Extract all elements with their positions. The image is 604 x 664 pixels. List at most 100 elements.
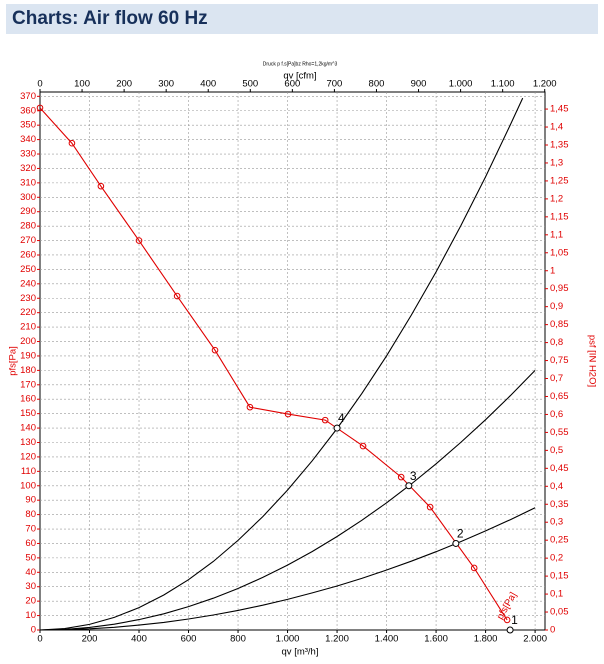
y-tick-label: 0 <box>31 625 36 636</box>
operating-point <box>452 539 460 547</box>
x-tick-label: 1.400 <box>375 634 399 645</box>
y-tick-label: 180 <box>20 365 36 376</box>
y-tick-label: 220 <box>20 307 36 318</box>
operating-point-label: 2 <box>457 527 464 541</box>
y2-tick-label: 0,45 <box>550 463 569 474</box>
y-tick-label: 100 <box>20 480 36 491</box>
x-axis-label: qv [m³/h] <box>282 647 319 658</box>
data-point <box>173 292 181 300</box>
data-point <box>135 237 143 244</box>
operating-point-label: 1 <box>511 613 518 627</box>
y2-tick-label: 0,6 <box>550 409 563 420</box>
data-point <box>426 503 434 511</box>
y-tick-label: 70 <box>25 524 36 535</box>
y2-tick-label: 0,4 <box>550 481 563 492</box>
y2-tick-label: 0,2 <box>550 553 563 564</box>
series-line <box>39 507 536 631</box>
x2-axis-label: qv [cfm] <box>283 71 316 82</box>
y2-tick-label: 0,75 <box>550 355 569 366</box>
y2-tick-label: 1,35 <box>550 140 569 151</box>
y-tick-label: 10 <box>25 610 36 621</box>
y2-tick-label: 1,15 <box>550 211 569 222</box>
y2-tick-label: 0,5 <box>550 445 563 456</box>
plot-frame <box>39 91 546 631</box>
data-point <box>211 346 219 354</box>
data-point <box>503 616 511 624</box>
y-tick-label: 260 <box>20 250 36 261</box>
y-tick-label: 30 <box>25 581 36 592</box>
x2-tick-label: 100 <box>74 79 90 90</box>
x2-tick-label: 700 <box>326 79 342 90</box>
y-tick-label: 290 <box>20 206 36 217</box>
data-point <box>397 473 405 481</box>
x-tick-label: 0 <box>37 634 42 645</box>
data-point <box>284 410 292 418</box>
data-point <box>246 403 254 411</box>
y2-tick-label: 0,95 <box>550 283 569 294</box>
x-tick-label: 1.600 <box>424 634 448 645</box>
x-tick-label: 600 <box>181 634 197 645</box>
y-tick-label: 270 <box>20 235 36 246</box>
header: Charts: Air flow 60 Hz <box>6 4 598 34</box>
x-tick-label: 400 <box>131 634 147 645</box>
y-tick-label: 90 <box>25 495 36 506</box>
operating-point <box>506 626 514 634</box>
y-tick-label: 80 <box>25 509 36 520</box>
y-tick-label: 60 <box>25 538 36 549</box>
y-tick-label: 210 <box>20 322 36 333</box>
y2-tick-label: 0,05 <box>550 607 569 618</box>
y2-tick-label: 1,4 <box>550 122 563 133</box>
y-tick-label: 150 <box>20 408 36 419</box>
y-tick-label: 160 <box>20 394 36 405</box>
y2-tick-label: 1,2 <box>550 193 563 204</box>
x-tick-label: 1.200 <box>325 634 349 645</box>
x-tick-label: 1.800 <box>474 634 498 645</box>
y-tick-label: 250 <box>20 264 36 275</box>
x2-tick-label: 200 <box>116 79 132 90</box>
y-tick-label: 240 <box>20 278 36 289</box>
operating-point <box>333 424 341 432</box>
series-line <box>39 370 536 631</box>
y2-tick-label: 0,85 <box>550 319 569 330</box>
y-tick-label: 330 <box>20 149 36 160</box>
x2-tick-label: 1.200 <box>533 79 557 90</box>
y2-axis-label: psf [IN H2O] <box>586 335 597 387</box>
x-tick-label: 800 <box>230 634 246 645</box>
y2-tick-label: 0,8 <box>550 337 563 348</box>
y-tick-label: 320 <box>20 163 36 174</box>
y-axis-label: pfs[Pa] <box>8 346 19 376</box>
header-title: Charts: Air flow 60 Hz <box>12 8 208 29</box>
x2-tick-label: 800 <box>369 79 385 90</box>
y-tick-label: 190 <box>20 350 36 361</box>
y-tick-label: 340 <box>20 134 36 145</box>
y2-tick-label: 0,55 <box>550 427 569 438</box>
y-tick-label: 130 <box>20 437 36 448</box>
x2-tick-label: 400 <box>200 79 216 90</box>
y2-tick-label: 0,1 <box>550 589 563 600</box>
y-tick-label: 310 <box>20 177 36 188</box>
data-point <box>359 442 367 450</box>
y-tick-label: 230 <box>20 293 36 304</box>
y-tick-label: 40 <box>25 567 36 578</box>
data-point <box>36 104 44 112</box>
y-tick-label: 300 <box>20 192 36 203</box>
y-tick-label: 370 <box>20 91 36 102</box>
data-point <box>97 182 105 190</box>
y2-tick-label: 0,9 <box>550 301 563 312</box>
x2-tick-label: 900 <box>411 79 427 90</box>
y-tick-label: 50 <box>25 552 36 563</box>
y2-tick-label: 1,05 <box>550 247 569 258</box>
y-tick-label: 140 <box>20 423 36 434</box>
x2-tick-label: 1.000 <box>449 79 473 90</box>
y-tick-label: 170 <box>20 379 36 390</box>
operating-point-label: 4 <box>338 411 345 425</box>
x2-tick-label: 500 <box>242 79 258 90</box>
x2-tick-label: 300 <box>158 79 174 90</box>
operating-point-label: 3 <box>410 469 417 483</box>
y-tick-label: 20 <box>25 596 36 607</box>
x-tick-label: 2.000 <box>523 634 547 645</box>
y-tick-label: 200 <box>20 336 36 347</box>
y-tick-label: 110 <box>21 466 36 477</box>
